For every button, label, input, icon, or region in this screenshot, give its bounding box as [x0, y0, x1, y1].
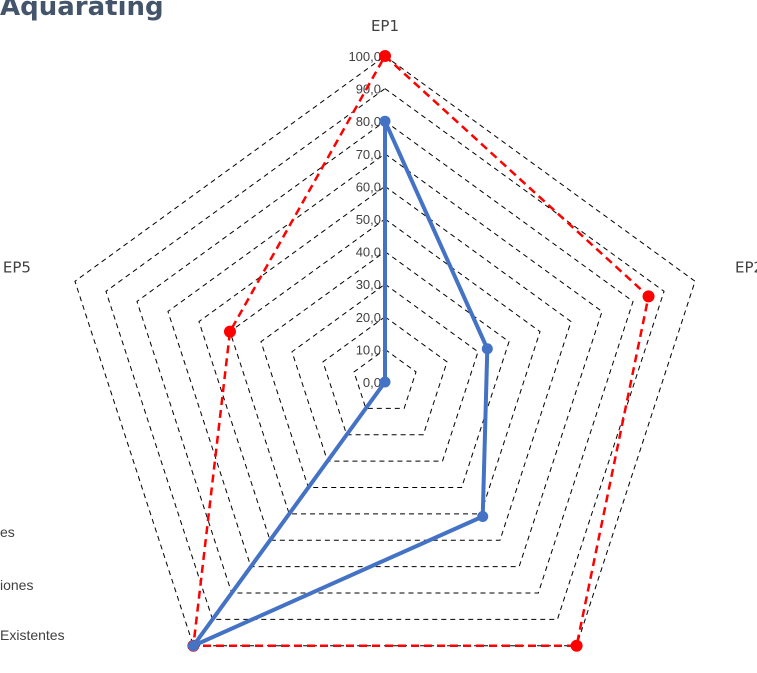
legend-item-1: es [0, 524, 15, 540]
series-1-point-ep4 [187, 640, 199, 652]
grid-ring [167, 153, 603, 568]
tick-label: 40,0 [356, 245, 381, 260]
grid-ring [353, 348, 417, 409]
tick-label: 10,0 [356, 342, 381, 357]
series-0-point-ep3 [570, 639, 583, 652]
grid-ring [198, 185, 572, 541]
series-1-point-ep3 [477, 511, 489, 523]
series-0-point-ep1 [379, 50, 391, 62]
grid-ring [291, 283, 479, 462]
series-line-1 [191, 119, 490, 648]
tick-label: 30,0 [356, 277, 381, 292]
grid-ring [322, 316, 448, 436]
grid-ring [136, 120, 634, 594]
grid-ring [229, 218, 541, 515]
radar-axis-labels: EP1EP2EP3EP4EP5 [3, 17, 757, 276]
series-0-point-ep2 [642, 290, 655, 303]
grid-ring [260, 250, 510, 488]
legend-item-3: Existentes [0, 627, 65, 643]
grid-ring [74, 55, 696, 647]
series-1 [187, 115, 493, 652]
tick-label: 80,0 [356, 114, 381, 129]
tick-label: 50,0 [356, 212, 381, 227]
tick-label: 100,0 [348, 49, 381, 64]
legend-item-2: iones [0, 577, 34, 593]
series-0-point-ep5 [223, 325, 236, 338]
radar-series [187, 50, 655, 652]
series-0 [187, 50, 655, 652]
tick-label: 0,0 [363, 375, 381, 390]
axis-label-ep1: EP1 [371, 17, 399, 35]
chart-title: Aquarating [0, 0, 164, 22]
tick-label: 60,0 [356, 179, 381, 194]
axis-label-ep2: EP2 [735, 258, 757, 276]
series-1-point-ep2 [481, 343, 493, 355]
series-1-point-ep1 [379, 115, 391, 127]
tick-label: 70,0 [356, 147, 381, 162]
radar-tick-labels: 0,0 10,0 20,0 30,0 40,0 50,0 60,0 70,0 80,0 90,0 1… [348, 49, 381, 390]
radar-grid [74, 55, 696, 647]
tick-label: 20,0 [356, 310, 381, 325]
series-line-0 [192, 54, 650, 647]
axis-label-ep5: EP5 [3, 258, 31, 276]
tick-label: 90,0 [356, 82, 381, 97]
series-1-point-ep5 [379, 376, 391, 388]
